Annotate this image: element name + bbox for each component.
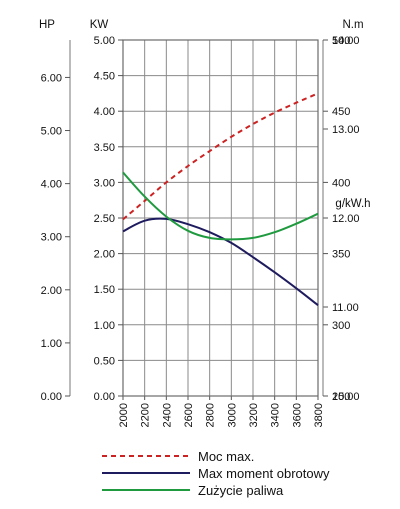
hp-tick-label: 4.00 bbox=[41, 179, 62, 191]
series-lines bbox=[122, 92, 319, 306]
hp-tick-label: 1.00 bbox=[41, 338, 62, 350]
fuel-tick-label: 400 bbox=[332, 177, 350, 189]
x-tick-label: 3400 bbox=[270, 403, 282, 427]
kw-tick-label: 2.50 bbox=[94, 213, 115, 225]
legend: Moc max. Max moment obrotowy Zużycie paliw… bbox=[102, 449, 330, 498]
x-tick-label: 2200 bbox=[140, 403, 152, 427]
x-tick-label: 2800 bbox=[205, 403, 217, 427]
kw-tick-label: 0.00 bbox=[94, 391, 115, 403]
hp-tick-label: 2.00 bbox=[41, 285, 62, 297]
fuel-tick-label: 500 bbox=[332, 35, 350, 47]
kw-tick-label: 5.00 bbox=[94, 35, 115, 47]
torque-tick-label: 10.00 bbox=[332, 391, 360, 403]
kw-tick-label: 1.50 bbox=[94, 284, 115, 296]
kw-tick-label: 1.00 bbox=[94, 320, 115, 332]
legend-label-moc-max: Moc max. bbox=[198, 449, 254, 464]
fuel-tick-label: 300 bbox=[332, 320, 350, 332]
x-tick-label: 3200 bbox=[248, 403, 260, 427]
grid bbox=[122, 39, 319, 397]
kw-tick-label: 3.00 bbox=[94, 177, 115, 189]
kw-tick-label: 4.00 bbox=[94, 106, 115, 118]
fuel-tick-label: 350 bbox=[332, 249, 350, 261]
hp-tick-label: 5.00 bbox=[41, 126, 62, 138]
legend-label-zuzycie-paliwa: Zużycie paliwa bbox=[198, 483, 284, 498]
x-tick-label: 3800 bbox=[313, 403, 325, 427]
x-tick-label: 2600 bbox=[183, 403, 195, 427]
torque-axis-label: N.m bbox=[342, 19, 363, 31]
kw-tick-label: 4.50 bbox=[94, 71, 115, 83]
series-line-max-moment-obrotowy bbox=[122, 217, 319, 306]
fuel-tick-label: 250 bbox=[332, 391, 350, 403]
legend-label-max-moment-obrotowy: Max moment obrotowy bbox=[198, 466, 330, 481]
hp-tick-label: 3.00 bbox=[41, 232, 62, 244]
x-tick-label: 3600 bbox=[291, 403, 303, 427]
torque-tick-label: 13.00 bbox=[332, 124, 360, 136]
series-line-zuzycie-paliwa bbox=[122, 171, 319, 241]
axes: 2000 2200 2400 2600 2800 3000 3200 3400 3600 3800… bbox=[39, 19, 371, 427]
fuel-tick-label: 450 bbox=[332, 106, 350, 118]
hp-axis-label: HP bbox=[39, 19, 55, 31]
x-tick-label: 2000 bbox=[118, 403, 130, 427]
kw-axis-label: KW bbox=[90, 19, 109, 31]
hp-tick-label: 6.00 bbox=[41, 72, 62, 84]
fuel-axis-label: g/kW.h bbox=[335, 198, 370, 210]
torque-tick-label: 11.00 bbox=[332, 302, 359, 314]
kw-tick-label: 2.00 bbox=[94, 249, 115, 261]
series-line-moc-max bbox=[122, 92, 319, 221]
torque-tick-label: 14.00 bbox=[332, 35, 360, 47]
x-tick-label: 2400 bbox=[161, 403, 173, 427]
kw-tick-label: 3.50 bbox=[94, 142, 115, 154]
kw-tick-label: 0.50 bbox=[94, 355, 115, 367]
hp-tick-label: 0.00 bbox=[41, 391, 62, 403]
x-tick-label: 3000 bbox=[226, 403, 238, 427]
torque-tick-label: 12.00 bbox=[332, 213, 360, 225]
